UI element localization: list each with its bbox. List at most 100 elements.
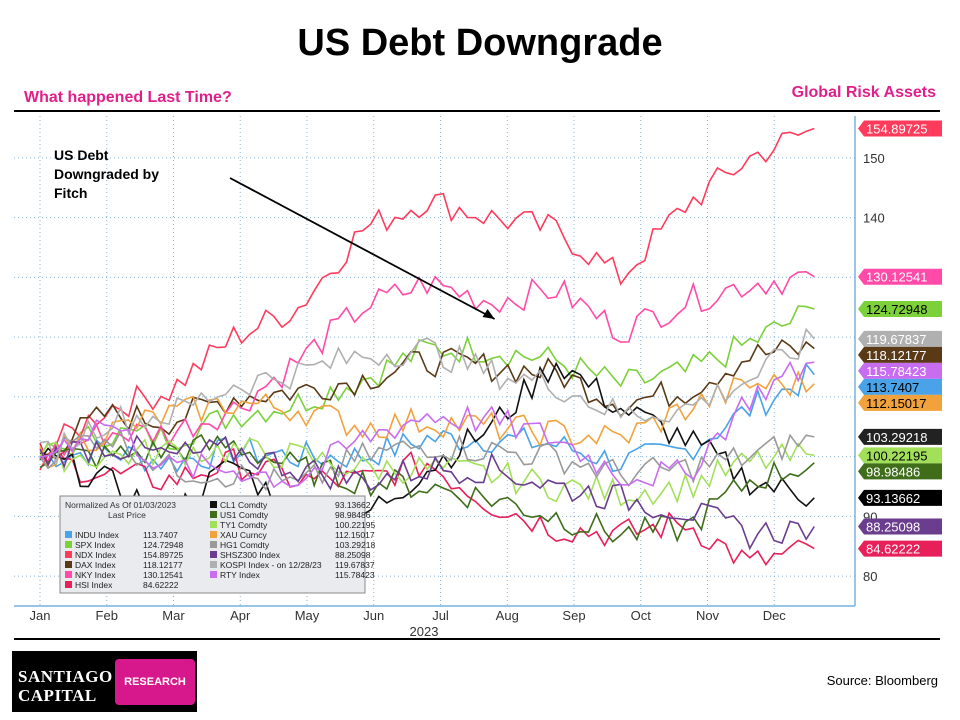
end-value-tag — [858, 463, 942, 480]
legend-swatch — [210, 561, 217, 568]
series-line — [39, 437, 815, 507]
series-line — [39, 370, 815, 469]
end-value-label: 100.22195 — [866, 448, 927, 463]
legend-series-name: XAU Curncy — [220, 530, 268, 540]
legend-subheader: Last Price — [108, 510, 146, 520]
legend-series-value: 119.67837 — [335, 560, 375, 570]
legend-series-value: 88.25098 — [335, 550, 371, 560]
legend-series-name: NDX Index — [75, 550, 117, 560]
end-value-label: 112.15017 — [866, 396, 927, 411]
legend-series-value: 124.72948 — [143, 540, 183, 550]
end-value-tag — [858, 362, 942, 379]
legend-swatch — [65, 551, 72, 558]
series-line — [39, 434, 815, 551]
end-value-tag — [858, 489, 942, 506]
x-tick-label: Oct — [631, 608, 652, 623]
bottom-divider — [14, 638, 940, 640]
annotation-arrow-line — [229, 177, 495, 320]
legend-swatch — [210, 551, 217, 558]
legend-swatch — [210, 541, 217, 548]
legend-swatch — [65, 581, 72, 588]
legend-series-name: US1 Comdty — [220, 510, 269, 520]
legend-series-value: 154.89725 — [143, 550, 183, 560]
end-value-tag — [858, 120, 942, 137]
end-value-label: 154.89725 — [866, 122, 927, 137]
x-tick-label: Apr — [230, 608, 251, 623]
page-title: US Debt Downgrade — [297, 22, 663, 64]
end-value-tag — [858, 394, 942, 411]
line-chart: 8090100110120130140150JanFebMarAprMayJun… — [14, 116, 942, 638]
logo-line-2: CAPITAL — [18, 686, 97, 705]
legend-swatch — [210, 531, 217, 538]
end-value-tag — [858, 378, 942, 395]
end-value-label: 98.98486 — [866, 464, 920, 479]
series-line — [39, 305, 815, 459]
legend-series-name: NKY Index — [75, 570, 116, 580]
end-value-tag — [858, 346, 942, 363]
end-value-tag — [858, 518, 942, 535]
legend-series-value: 115.78423 — [335, 570, 375, 580]
end-value-tag — [858, 428, 942, 445]
end-value-tag — [858, 447, 942, 464]
series-line — [39, 127, 815, 471]
end-value-tag — [858, 330, 942, 347]
legend-series-name: RTY Index — [220, 570, 261, 580]
legend-series-name: CL1 Comdty — [220, 500, 268, 510]
series-line — [39, 433, 815, 543]
logo-wordmark: SANTIAGO CAPITAL — [18, 667, 113, 705]
legend-swatch — [210, 501, 217, 508]
legend-swatch — [65, 541, 72, 548]
x-tick-label: May — [295, 608, 320, 623]
series-line — [39, 327, 815, 466]
x-tick-label: Nov — [696, 608, 720, 623]
series-line — [39, 442, 815, 567]
legend-series-value: 100.22195 — [335, 520, 375, 530]
legend-swatch — [65, 571, 72, 578]
legend-series-value: 112.15017 — [335, 530, 375, 540]
top-divider — [14, 110, 940, 112]
legend-swatch — [65, 531, 72, 538]
legend-series-value: 103.29218 — [335, 540, 375, 550]
annotation-line-2: Downgraded by — [54, 166, 160, 182]
source-note: Source: Bloomberg — [826, 673, 938, 688]
subtitle-left: What happened Last Time? — [24, 89, 232, 106]
legend-series-name: HSI Index — [75, 580, 113, 590]
series-line — [39, 429, 815, 492]
end-value-tag — [858, 268, 942, 285]
legend-swatch — [210, 521, 217, 528]
legend-series-name: KOSPI Index - on 12/28/23 — [220, 560, 322, 570]
x-tick-label: Sep — [562, 608, 585, 623]
end-value-label: 88.25098 — [866, 520, 920, 535]
end-value-tag — [858, 540, 942, 557]
legend-series-name: INDU Index — [75, 530, 120, 540]
x-tick-label: Jan — [30, 608, 51, 623]
legend-series-value: 84.62222 — [143, 580, 179, 590]
legend-series-name: SPX Index — [75, 540, 116, 550]
legend-series-value: 113.7407 — [143, 530, 178, 540]
y-tick-label: 150 — [863, 151, 885, 166]
end-value-label: 118.12177 — [866, 348, 927, 363]
logo-research-badge: RESEARCH — [115, 659, 195, 705]
y-tick-label: 140 — [863, 211, 885, 226]
annotation-line-3: Fitch — [54, 185, 88, 201]
end-value-label: 119.67837 — [866, 332, 927, 347]
x-year-label: 2023 — [410, 624, 439, 638]
end-value-label: 124.72948 — [866, 302, 927, 317]
legend-swatch — [210, 571, 217, 578]
x-tick-label: Jun — [363, 608, 384, 623]
x-tick-label: Jul — [432, 608, 449, 623]
end-value-label: 113.7407 — [866, 380, 919, 395]
series-line — [39, 360, 815, 489]
legend-series-name: SHSZ300 Index — [220, 550, 281, 560]
legend-series-name: DAX Index — [75, 560, 116, 570]
legend-series-value: 98.98486 — [335, 510, 371, 520]
legend-series-value: 118.12177 — [143, 560, 183, 570]
end-value-label: 115.78423 — [866, 364, 927, 379]
y-tick-label: 80 — [863, 569, 877, 584]
end-value-label: 84.62222 — [866, 542, 920, 557]
legend-swatch — [65, 561, 72, 568]
x-tick-label: Feb — [96, 608, 118, 623]
series-line — [39, 270, 815, 463]
end-value-label: 103.29218 — [866, 430, 927, 445]
legend-swatch — [210, 511, 217, 518]
